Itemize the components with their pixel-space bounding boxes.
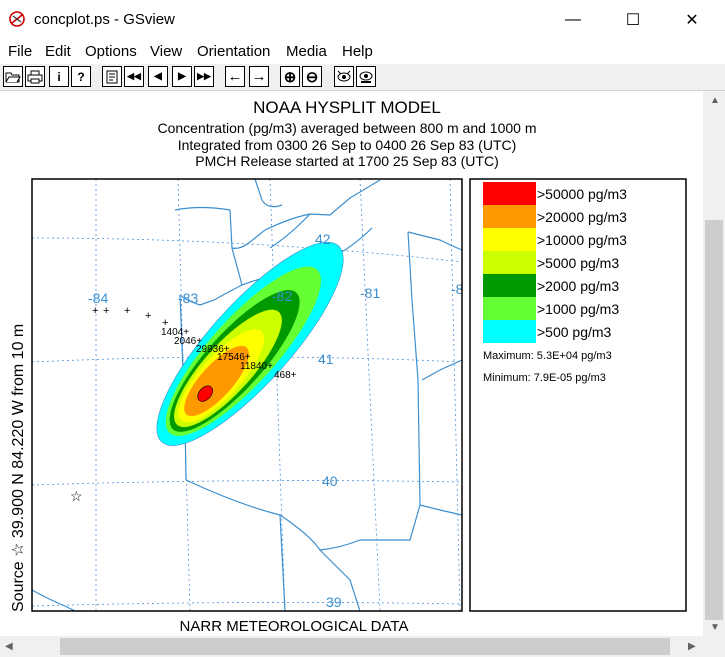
open-icon[interactable] [3,66,23,87]
scroll-right-icon[interactable]: ▶ [688,641,696,652]
plot-subtitle-integration: Integrated from 0300 26 Sep to 0400 26 S… [178,137,517,153]
lon-label: -80 [451,281,471,297]
menu-file[interactable]: File [8,43,33,60]
source-star-icon: ☆ [70,488,83,504]
sampler-value: 468+ [274,370,297,381]
back-icon[interactable]: ← [225,66,245,87]
coastline-borders [32,179,462,611]
info-icon[interactable]: i [49,66,69,87]
zoom-in-icon[interactable]: ⊕ [280,66,300,87]
close-button[interactable]: ✕ [685,12,699,29]
legend-swatch [483,274,536,297]
hysplit-plot: NOAA HYSPLIT MODEL Concentration (pg/m3)… [10,98,687,635]
legend-swatch [483,205,536,228]
sampler-value: 1404+ [161,327,189,338]
legend-label: >20000 pg/m3 [537,209,627,225]
legend-label: >10000 pg/m3 [537,232,627,248]
legend-label: >1000 pg/m3 [537,301,619,317]
sampler-value: 2046+ [174,336,202,347]
print-icon[interactable] [25,66,45,87]
legend-entry: >500 pg/m3 [483,320,612,343]
minimum-value: Minimum: 7.9E-05 pg/m3 [483,372,606,384]
svg-text:+: + [124,305,130,317]
scroll-left-icon[interactable]: ◀ [5,641,13,652]
legend-label: >50000 pg/m3 [537,186,627,202]
lon-label: -84 [88,290,108,306]
first-page-icon[interactable]: ◀◀ [124,66,144,87]
display-settings-icon[interactable] [334,66,354,87]
lat-label: 39 [326,594,342,610]
toolbar: i ? ◀◀ ◀ ▶ ▶▶ ← → ⊕ ⊖ [0,64,725,91]
legend-label: >5000 pg/m3 [537,255,619,271]
menu-view[interactable]: View [150,43,183,60]
menu-help[interactable]: Help [342,43,373,60]
legend-entry: >10000 pg/m3 [483,228,627,251]
legend-entry: >20000 pg/m3 [483,205,627,228]
lon-label: -83 [178,290,198,306]
sampler-labels: 1404+ 2046+ 29936+ 17546+ 11840+ 468+ [161,327,297,381]
goto-page-icon[interactable] [102,66,122,87]
menu-media[interactable]: Media [286,43,327,60]
next-page-icon[interactable]: ▶ [172,66,192,87]
sampler-value: 17546+ [217,352,251,363]
scrollbar-corner [703,636,725,657]
lat-label: 41 [318,351,334,367]
legend-entry: >5000 pg/m3 [483,251,619,274]
lat-label: 42 [315,231,331,247]
window-title: concplot.ps - GSview [34,11,175,28]
sampler-value: 29936+ [196,344,230,355]
plot-subtitle-concentration: Concentration (pg/m3) averaged between 8… [157,120,536,136]
eps-display-icon[interactable] [356,66,376,87]
scroll-up-icon[interactable]: ▲ [710,95,720,106]
prev-page-icon[interactable]: ◀ [148,66,168,87]
legend-swatch [483,251,536,274]
menu-bar: File Edit Options View Orientation Media… [0,40,725,64]
maximum-value: Maximum: 5.3E+04 pg/m3 [483,350,612,362]
legend-swatch [483,228,536,251]
help-icon[interactable]: ? [71,66,91,87]
legend-entry: >50000 pg/m3 [483,182,627,205]
horizontal-scroll-thumb[interactable] [60,638,670,655]
svg-text:+: + [92,305,98,317]
lon-label: -81 [360,285,380,301]
lon-label: -82 [272,288,292,304]
legend-swatch [483,320,536,343]
legend-entry: >2000 pg/m3 [483,274,619,297]
latitude-labels: 42 41 40 39 [315,231,342,610]
minimize-button[interactable]: — [565,11,581,28]
menu-options[interactable]: Options [85,43,137,60]
source-location-label: Source ☆ 39.900 N 84.220 W from 10 m [10,324,27,612]
legend-swatch [483,182,536,205]
svg-text:+: + [103,305,109,317]
zoom-out-icon[interactable]: ⊖ [302,66,322,87]
vertical-scroll-thumb[interactable] [705,220,723,620]
sampler-value: 11840+ [240,361,273,372]
title-bar: concplot.ps - GSview — ☐ ✕ [0,0,725,40]
legend-label: >2000 pg/m3 [537,278,619,294]
legend-panel: >50000 pg/m3 >20000 pg/m3 >10000 pg/m3 >… [469,178,687,612]
menu-orientation[interactable]: Orientation [197,43,271,60]
legend-label: >500 pg/m3 [537,324,612,340]
svg-text:+: + [162,317,168,329]
legend-entry: >1000 pg/m3 [483,297,619,320]
document-view[interactable]: NOAA HYSPLIT MODEL Concentration (pg/m3)… [0,91,703,636]
longitude-labels: -84 -83 -82 -81 -80 [88,281,471,306]
gsview-app-icon [9,11,25,27]
meteorological-data-label: NARR METEOROLOGICAL DATA [180,618,409,635]
svg-text:+: + [145,310,151,322]
concentration-plume [156,241,344,446]
legend-swatch [483,297,536,320]
last-page-icon[interactable]: ▶▶ [194,66,214,87]
plot-subtitle-release: PMCH Release started at 1700 25 Sep 83 (… [195,153,498,169]
forward-icon[interactable]: → [249,66,269,87]
lat-label: 40 [322,473,338,489]
maximize-button[interactable]: ☐ [625,12,641,29]
menu-edit[interactable]: Edit [45,43,71,60]
scroll-down-icon[interactable]: ▼ [710,622,720,633]
trajectory-markers: + + + + + [92,305,168,329]
plot-title: NOAA HYSPLIT MODEL [253,98,441,117]
map-panel: -84 -83 -82 -81 -80 42 41 40 39 + + [31,178,471,612]
